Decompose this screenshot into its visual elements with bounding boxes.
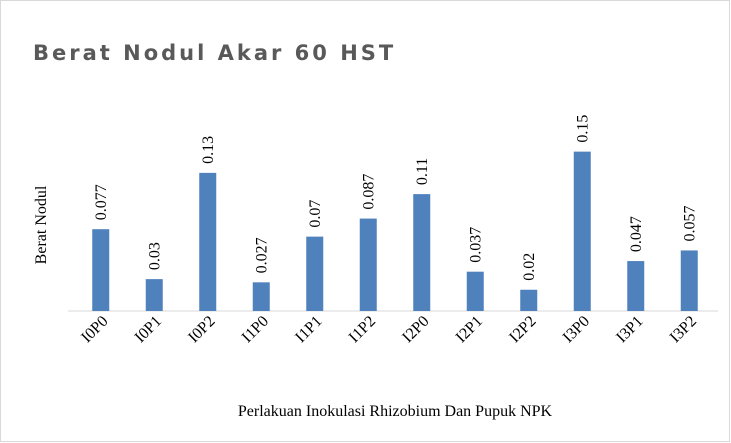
data-label: 0.077 (93, 184, 110, 220)
x-axis-label: Perlakuan Inokulasi Rhizobium Dan Pupuk … (238, 403, 553, 420)
data-label: 0.027 (253, 237, 270, 273)
data-label: 0.15 (574, 115, 591, 143)
data-label: 0.13 (200, 136, 217, 164)
bar (520, 289, 538, 311)
data-label: 0.057 (681, 205, 698, 241)
bar (145, 279, 163, 311)
bar (627, 261, 645, 311)
bar (413, 194, 431, 311)
y-axis-label: Berat Nodul (33, 185, 50, 264)
data-label: 0.087 (360, 174, 377, 210)
data-label: 0.03 (146, 242, 163, 270)
bar (306, 236, 324, 311)
bar (573, 151, 591, 311)
data-label: 0.037 (467, 227, 484, 263)
bar (92, 229, 110, 311)
data-label: 0.07 (307, 200, 324, 228)
bar (466, 271, 484, 311)
bar (199, 172, 217, 311)
data-label: 0.11 (414, 158, 431, 185)
chart-title: Berat Nodul Akar 60 HST (33, 41, 396, 65)
data-label: 0.02 (521, 253, 538, 281)
bar (252, 282, 270, 311)
bar (359, 218, 377, 311)
data-label: 0.047 (628, 216, 645, 252)
bar (680, 250, 698, 311)
